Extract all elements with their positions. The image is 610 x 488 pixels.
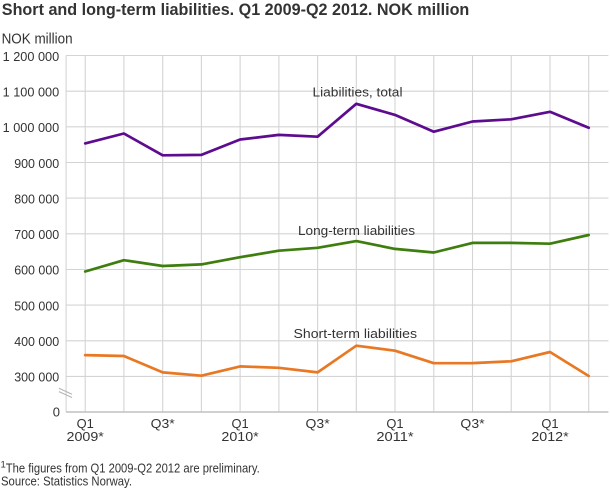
svg-text:1 000 000: 1 000 000 (3, 120, 60, 135)
svg-text:2010*: 2010* (221, 429, 258, 444)
svg-text:300 000: 300 000 (14, 370, 59, 385)
svg-text:Long-term liabilities: Long-term liabilities (298, 223, 416, 238)
svg-text:0: 0 (53, 405, 60, 420)
svg-text:NOK million: NOK million (2, 31, 73, 47)
svg-text:1 100 000: 1 100 000 (3, 85, 60, 100)
svg-text:Short-term liabilities: Short-term liabilities (294, 326, 418, 341)
svg-text:Liabilities, total: Liabilities, total (313, 85, 403, 100)
svg-text:1The figures from Q1 2009-Q2 2: 1The figures from Q1 2009-Q2 2012 are pr… (1, 459, 260, 475)
svg-text:Source: Statistics Norway.: Source: Statistics Norway. (1, 474, 132, 488)
svg-text:400 000: 400 000 (14, 334, 59, 349)
svg-text:700 000: 700 000 (14, 227, 59, 242)
svg-text:900 000: 900 000 (14, 156, 59, 171)
svg-text:Q3*: Q3* (460, 416, 484, 431)
svg-text:Q1: Q1 (232, 416, 249, 431)
svg-text:800 000: 800 000 (14, 191, 59, 206)
svg-text:1 200 000: 1 200 000 (3, 49, 60, 64)
svg-text:Short and long-term liabilitie: Short and long-term liabilities. Q1 2009… (2, 1, 470, 19)
svg-text:Q3*: Q3* (306, 416, 330, 431)
svg-text:Q3*: Q3* (151, 416, 175, 431)
svg-text:500 000: 500 000 (14, 298, 59, 313)
svg-text:Q1: Q1 (386, 416, 403, 431)
svg-text:Q1: Q1 (77, 416, 94, 431)
svg-text:2009*: 2009* (67, 429, 104, 444)
svg-text:2012*: 2012* (531, 429, 568, 444)
svg-text:600 000: 600 000 (14, 263, 59, 278)
svg-text:2011*: 2011* (376, 429, 413, 444)
svg-text:Q1: Q1 (541, 416, 558, 431)
